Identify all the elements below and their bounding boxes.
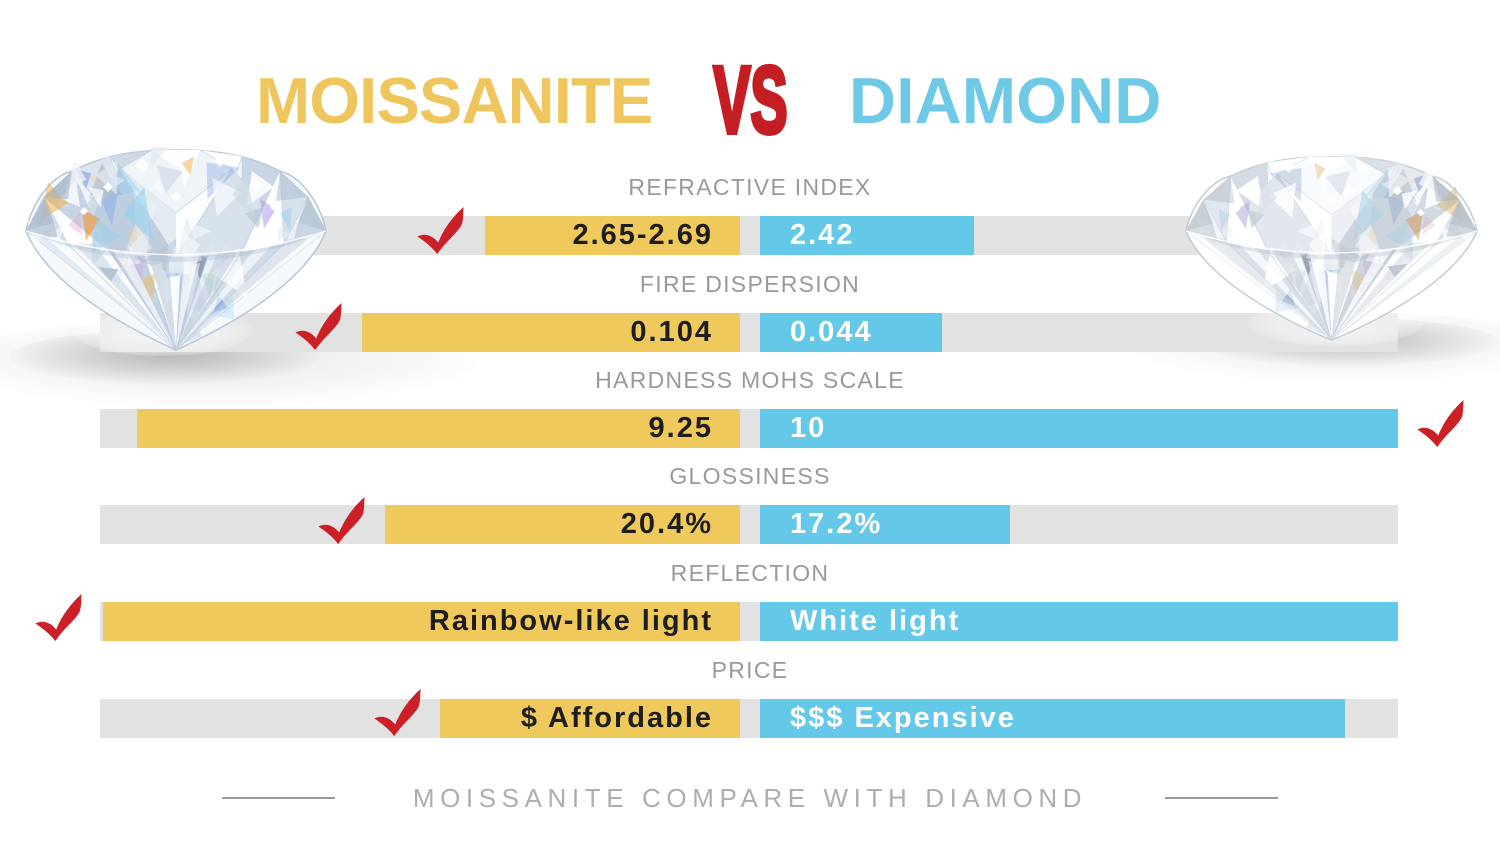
svg-text:VS: VS <box>714 48 788 154</box>
